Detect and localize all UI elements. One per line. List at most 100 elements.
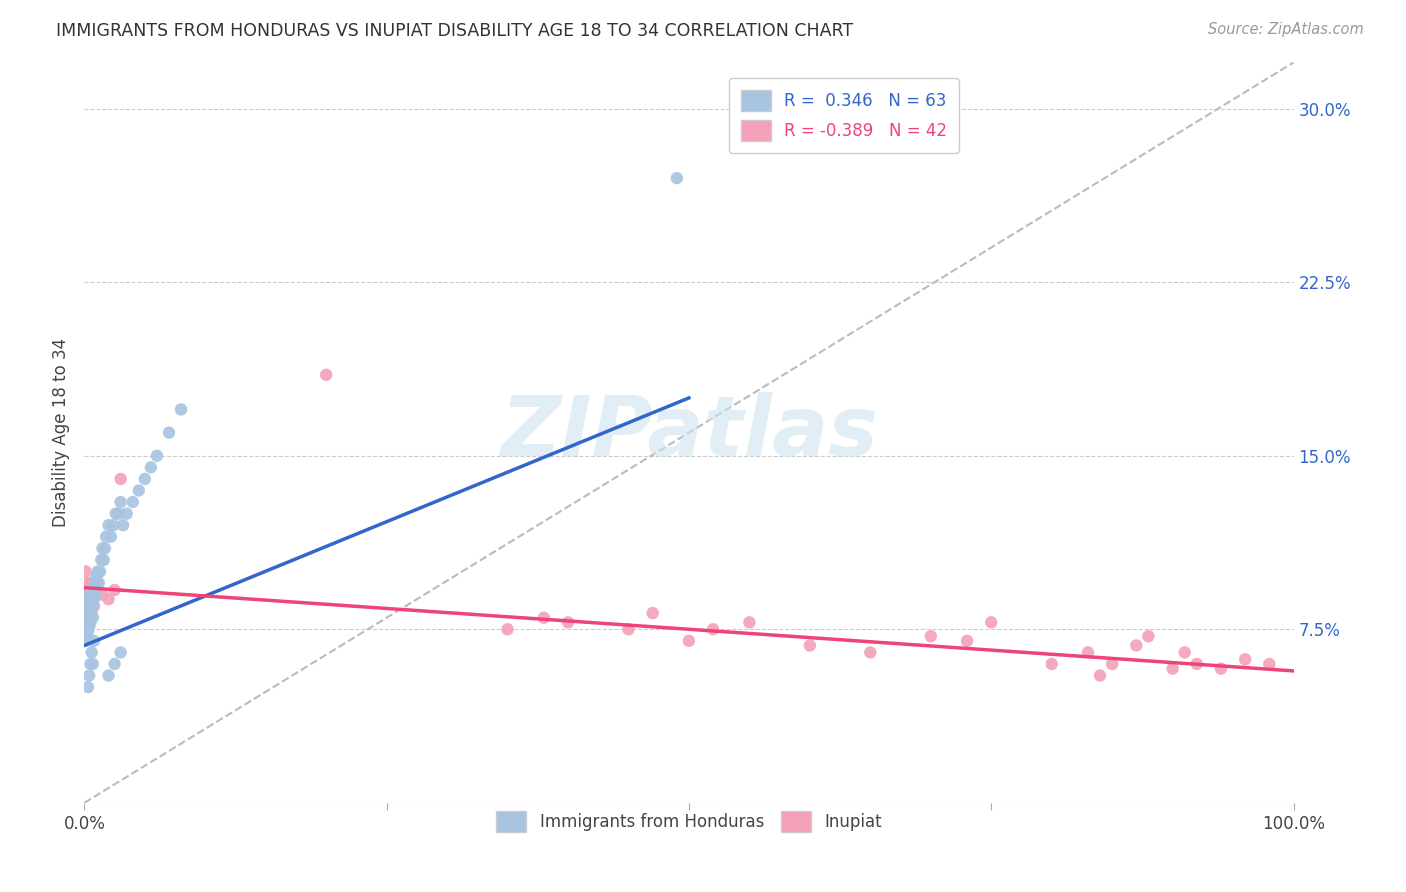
Point [77,615,100,630]
Point [80,606,103,620]
Point [79,615,101,630]
Point [641,606,664,620]
Point [84,588,107,602]
Point [86,569,108,583]
Point [104,657,127,671]
Point [107,507,129,521]
Point [79,576,101,591]
Point [103,518,125,533]
Point [76,610,98,624]
Point [100,530,122,544]
Point [110,472,132,486]
Point [79,601,101,615]
Y-axis label: Disability Age 18 to 34: Disability Age 18 to 34 [52,338,70,527]
Point [94,530,117,544]
Point [75,606,97,620]
Point [146,449,169,463]
Point [859,645,882,659]
Point [75,622,97,636]
Point [1209,662,1232,676]
Point [139,460,162,475]
Point [702,622,724,636]
Point [128,483,150,498]
Point [77,610,100,624]
Point [157,425,180,440]
Point [97,592,120,607]
Point [1077,645,1099,659]
Point [77,680,100,694]
Point [617,622,640,636]
Point [1040,657,1063,671]
Point [1258,657,1281,671]
Point [134,472,156,486]
Point [980,615,1002,630]
Point [80,592,103,607]
Point [76,629,98,643]
Point [115,507,138,521]
Point [89,565,111,579]
Point [75,610,97,624]
Point [678,633,700,648]
Point [76,576,98,591]
Point [77,610,100,624]
Point [77,624,100,639]
Point [86,565,108,579]
Point [121,495,143,509]
Point [87,576,110,591]
Point [1101,657,1123,671]
Point [79,657,101,671]
Point [956,633,979,648]
Point [112,518,135,533]
Point [97,518,120,533]
Point [533,610,555,624]
Point [1161,662,1184,676]
Point [75,633,97,648]
Legend: Immigrants from Honduras, Inupiat: Immigrants from Honduras, Inupiat [489,805,889,838]
Point [93,553,115,567]
Point [104,507,127,521]
Point [77,620,100,634]
Point [75,588,97,602]
Point [80,592,103,607]
Point [920,629,942,643]
Point [91,588,114,602]
Point [84,574,107,588]
Point [1125,639,1147,653]
Point [97,668,120,682]
Point [82,657,104,671]
Point [83,633,105,648]
Point [110,495,132,509]
Point [665,171,688,186]
Point [104,582,127,597]
Point [79,588,101,602]
Point [76,599,98,614]
Point [1174,645,1197,659]
Point [86,582,108,597]
Point [83,578,105,592]
Point [799,639,821,653]
Point [496,622,519,636]
Point [170,402,193,417]
Point [83,592,105,607]
Point [82,582,104,597]
Point [315,368,337,382]
Text: IMMIGRANTS FROM HONDURAS VS INUPIAT DISABILITY AGE 18 TO 34 CORRELATION CHART: IMMIGRANTS FROM HONDURAS VS INUPIAT DISA… [56,22,853,40]
Point [80,645,103,659]
Point [77,606,100,620]
Point [77,599,100,614]
Point [1185,657,1208,671]
Text: ZIPatlas: ZIPatlas [501,392,877,473]
Point [77,592,100,607]
Point [1137,629,1160,643]
Point [77,588,100,602]
Point [557,615,579,630]
Point [75,565,97,579]
Point [82,610,104,624]
Point [82,597,104,611]
Point [1088,668,1111,682]
Point [94,541,117,556]
Point [738,615,761,630]
Point [76,599,98,614]
Point [77,597,100,611]
Point [110,645,132,659]
